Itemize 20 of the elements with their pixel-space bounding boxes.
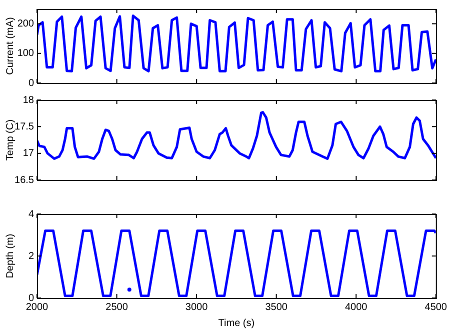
y-tick-label: 200 [17, 18, 34, 30]
x-tick-label: 4000 [344, 302, 368, 313]
x-tick-label: 2000 [26, 302, 49, 313]
y-tick-label: 17.5 [14, 121, 34, 132]
x-tick-label: 3500 [265, 302, 288, 313]
x-tick-label: 3000 [185, 302, 208, 313]
x-axis-title: Time (s) [218, 318, 255, 329]
y-tick-label: 4 [28, 208, 34, 220]
y-tick-label: 100 [17, 48, 34, 60]
y-tick-label: 0 [28, 78, 34, 89]
x-tick-label: 4500 [424, 302, 448, 313]
y-tick-label: 2 [28, 250, 34, 262]
y-tick-label: 18 [22, 94, 34, 106]
y-axis-title: Current (mA) [4, 17, 16, 75]
y-tick-label: 17 [22, 148, 34, 160]
y-axis-title: Temp (C) [4, 119, 16, 161]
y-axis-title: Depth (m) [4, 234, 16, 278]
x-tick-label: 2500 [106, 302, 128, 313]
y-tick-label: 16.5 [14, 174, 34, 186]
y-tick-label: 0 [28, 292, 34, 304]
